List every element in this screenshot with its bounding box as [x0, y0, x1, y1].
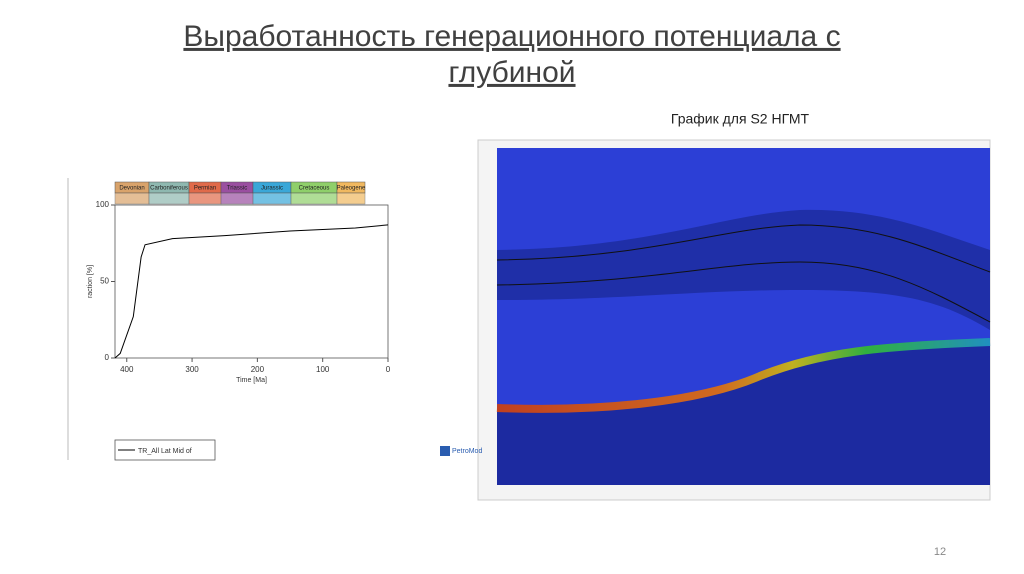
- period-label: Jurassic: [261, 186, 283, 192]
- period-cell: [188, 192, 222, 205]
- period-cell: [336, 192, 366, 205]
- x-tick-label: 200: [251, 365, 265, 374]
- x-tick-label: 100: [316, 365, 330, 374]
- period-cell: [290, 192, 338, 205]
- cross-section: [440, 139, 991, 501]
- period-label: Permian: [194, 186, 216, 192]
- y-tick-label: 0: [105, 353, 110, 362]
- x-tick-label: 300: [185, 365, 199, 374]
- y-tick-label: 100: [96, 200, 110, 209]
- x-tick-label: 0: [386, 365, 391, 374]
- period-label: Devonian: [119, 186, 144, 192]
- logo: PetroMod: [452, 448, 482, 455]
- x-axis-label: Time [Ma]: [236, 377, 267, 384]
- title-line: глубиной: [448, 56, 575, 89]
- period-cell: [220, 192, 254, 205]
- period-cell: [148, 192, 190, 205]
- period-label: Cretaceous: [299, 186, 330, 192]
- x-tick-label: 400: [120, 365, 134, 374]
- caption: График для S2 НГМТ: [671, 111, 810, 127]
- period-label: Paleogene: [337, 186, 366, 192]
- period-cell: [252, 192, 292, 205]
- period-label: Carboniferous: [150, 186, 188, 192]
- period-cell: [114, 192, 150, 205]
- data-line: [114, 224, 389, 359]
- page-number: 12: [934, 546, 946, 558]
- title-line: Выработанность генерационного потенциала…: [183, 20, 840, 53]
- y-axis-label: raction [%]: [87, 265, 94, 298]
- legend-label: TR_All Lat Mid of: [138, 448, 192, 455]
- y-tick-label: 50: [100, 277, 109, 286]
- period-label: Triassic: [227, 186, 247, 192]
- legend-box: [114, 439, 216, 461]
